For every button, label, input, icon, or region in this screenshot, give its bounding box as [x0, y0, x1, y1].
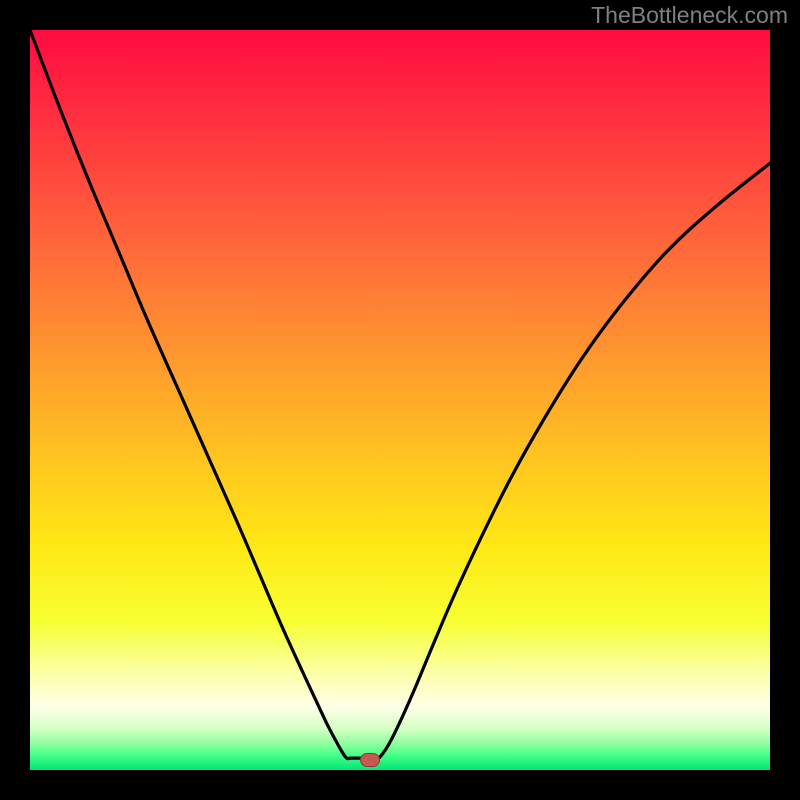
bottleneck-curve: [30, 30, 770, 770]
plot-area: [30, 30, 770, 770]
optimum-marker: [360, 753, 380, 767]
watermark-text: TheBottleneck.com: [591, 2, 788, 29]
